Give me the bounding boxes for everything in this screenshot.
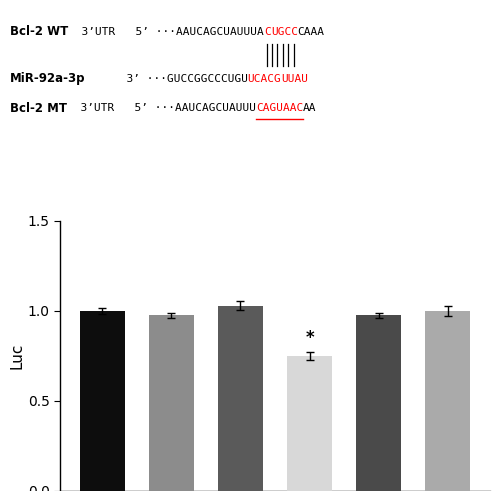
- Text: UCACG: UCACG: [248, 74, 281, 83]
- Text: UGCC: UGCC: [271, 27, 298, 37]
- Text: CAAA: CAAA: [298, 27, 325, 37]
- Bar: [148, 316, 194, 491]
- Text: 3’UTR   5’ ···AAUCAGCUAUUU: 3’UTR 5’ ···AAUCAGCUAUUU: [68, 27, 257, 37]
- Bar: [426, 311, 470, 491]
- Bar: [287, 356, 332, 491]
- Text: CAGUAAC: CAGUAAC: [256, 103, 303, 113]
- Bar: [218, 305, 263, 491]
- Bar: [80, 311, 124, 491]
- Text: MiR-92a-3p: MiR-92a-3p: [10, 72, 86, 85]
- Text: *: *: [306, 329, 314, 347]
- Text: UUAU: UUAU: [281, 74, 308, 83]
- Bar: [356, 316, 402, 491]
- Text: Bcl-2 MT: Bcl-2 MT: [10, 102, 67, 114]
- Text: 3’ ···GUCCGGCCCUGU: 3’ ···GUCCGGCCCUGU: [86, 74, 247, 83]
- Text: AA: AA: [303, 103, 317, 113]
- Y-axis label: Luc: Luc: [10, 343, 25, 369]
- Text: A: A: [257, 27, 264, 37]
- Text: Bcl-2 WT: Bcl-2 WT: [10, 26, 68, 38]
- Text: C: C: [264, 27, 271, 37]
- Text: 3’UTR   5’ ···AAUCAGCUAUUU: 3’UTR 5’ ···AAUCAGCUAUUU: [67, 103, 256, 113]
